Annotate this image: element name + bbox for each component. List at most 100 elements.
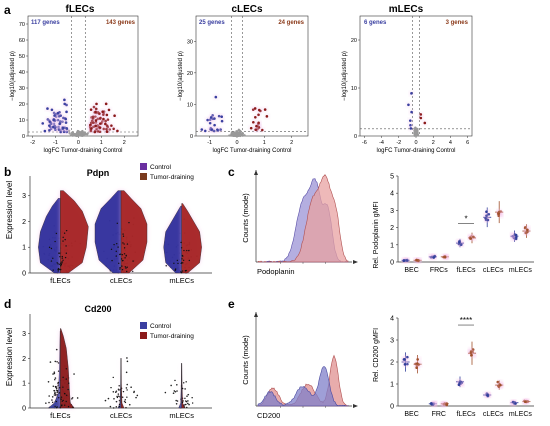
point-glow	[511, 233, 515, 237]
cell-point	[164, 391, 167, 394]
cell-point	[184, 397, 186, 400]
y-tick-label: 70	[19, 22, 25, 28]
gene-point-down	[57, 128, 61, 132]
cell-point	[64, 256, 67, 259]
x-tick-label: -4	[379, 140, 384, 146]
y-tick-label: 1	[390, 382, 394, 389]
y-tick-label: 30	[187, 39, 193, 45]
cell-point	[65, 245, 67, 247]
x-tick-label: -6	[362, 140, 367, 146]
cell-point	[132, 260, 134, 262]
x-tick-label: 4	[449, 140, 452, 146]
cell-point	[65, 368, 68, 370]
violin-plot-cd200: Cd200 Expression level Control Tumor-dra…	[5, 304, 212, 420]
gene-point-down	[63, 98, 66, 102]
volcano-up-count: 143 genes	[106, 20, 136, 26]
x-tick-label: 1	[263, 140, 266, 146]
y-tick-label: 1	[22, 381, 26, 388]
cell-point	[53, 390, 56, 392]
legend-swatch-control	[140, 163, 147, 170]
point-tumor	[497, 214, 501, 218]
volcano-plot-clecs: cLECs 25 genes 24 genes logFC Tumor-drai…	[178, 4, 309, 154]
gene-point-up	[92, 125, 95, 129]
point-control	[403, 363, 407, 366]
y-tick-label: 0	[390, 260, 394, 267]
gene-point-down	[41, 122, 45, 125]
gene-point-up	[257, 121, 260, 125]
gene-point-up	[113, 114, 116, 118]
gene-point-down	[213, 117, 216, 120]
violin-half-control	[47, 330, 61, 409]
cell-point	[118, 384, 121, 387]
point-tumor	[416, 362, 419, 365]
gene-point-ns	[75, 132, 78, 135]
y-tick-label: 4	[390, 316, 394, 323]
cell-point	[51, 401, 54, 404]
cell-point	[119, 253, 122, 255]
cell-point	[51, 396, 54, 398]
gene-point-down	[48, 120, 52, 124]
cell-point	[76, 397, 79, 399]
cell-point	[54, 393, 57, 396]
gene-point-up	[105, 113, 109, 117]
cell-point	[111, 259, 113, 262]
cell-point	[121, 268, 124, 271]
point-tumor	[469, 237, 473, 240]
gene-point-down	[409, 123, 412, 127]
cell-point	[181, 401, 184, 404]
cell-point	[58, 397, 60, 399]
cell-point	[61, 400, 64, 402]
cell-point	[187, 400, 189, 402]
violin-half-control	[94, 190, 122, 274]
cell-point	[126, 383, 129, 386]
volcano-up-count: 24 genes	[278, 20, 304, 26]
violin-half-tumor	[181, 203, 202, 274]
gene-point-up	[102, 117, 105, 121]
point-glow	[499, 212, 503, 216]
cell-point	[125, 406, 127, 409]
gene-point-up	[257, 126, 261, 129]
cell-point	[181, 270, 184, 272]
legend-swatch-tumor	[140, 173, 147, 180]
cell-point	[54, 405, 56, 408]
x-tick-label: 6	[466, 140, 469, 146]
point-glow	[432, 402, 436, 406]
gene-point-up	[252, 120, 255, 124]
cell-point	[51, 399, 53, 401]
significance-label: ****	[460, 316, 472, 325]
y-tick-label: 10	[187, 102, 193, 108]
cell-point	[122, 390, 125, 393]
cell-point	[176, 400, 179, 402]
gene-point-up	[98, 122, 102, 125]
cell-point	[165, 264, 168, 267]
x-tick-label: -1	[53, 140, 58, 146]
point-tumor	[445, 403, 448, 407]
y-tick-label: 3	[22, 193, 26, 200]
dot-ylabel: Rel. CD200 gMFI	[373, 328, 380, 382]
point-glow	[460, 383, 464, 387]
cell-point	[126, 389, 128, 391]
cell-point	[55, 232, 58, 235]
cell-point	[61, 255, 64, 258]
volcano-title: fLECs	[66, 4, 95, 15]
y-tick-label: 3	[22, 331, 26, 338]
cell-point	[64, 238, 66, 241]
point-glow	[512, 235, 516, 239]
cell-point	[52, 373, 54, 375]
panel-label-b: b	[4, 165, 11, 179]
cell-point	[184, 388, 186, 390]
violin-half-tumor	[60, 328, 75, 409]
gene-point-down	[208, 118, 212, 122]
gene-point-ns	[86, 132, 89, 135]
cell-point	[121, 253, 124, 256]
cell-point	[110, 248, 113, 251]
point-control	[402, 259, 406, 263]
cell-point	[53, 394, 56, 396]
cell-point	[182, 400, 184, 402]
gene-point-up	[107, 108, 111, 112]
gene-point-down	[43, 129, 47, 133]
cell-point	[61, 262, 63, 264]
cell-point	[66, 394, 68, 396]
gene-point-down	[59, 114, 62, 117]
